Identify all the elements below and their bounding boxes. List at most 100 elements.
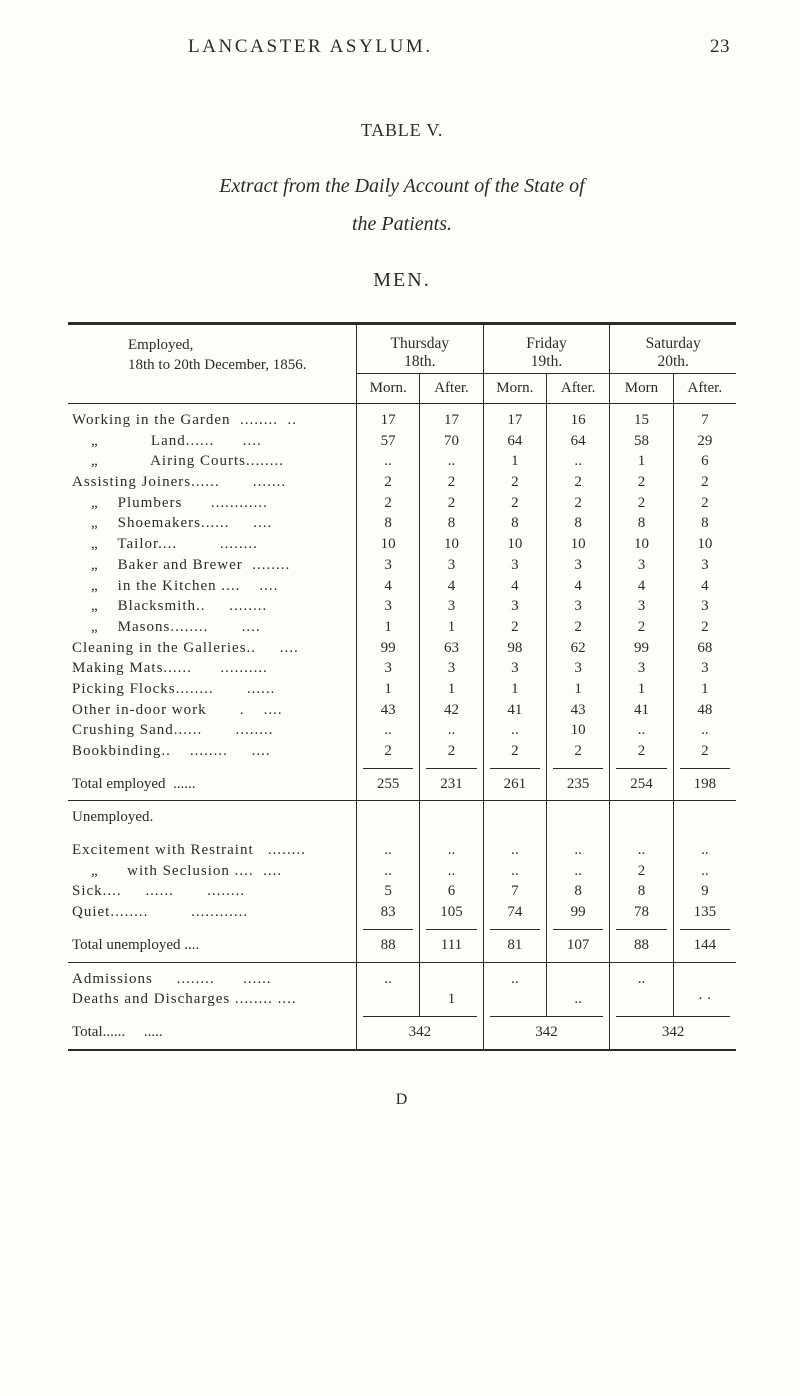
row-label: „ Blacksmith.. ........ xyxy=(68,596,357,617)
cell: .. xyxy=(357,834,420,861)
row-label: Working in the Garden ........ .. xyxy=(68,404,357,431)
table-row: Cleaning in the Galleries.. ....99639862… xyxy=(68,638,736,659)
cell: 10 xyxy=(357,534,420,555)
table-head: Employed, 18th to 20th December, 1856. T… xyxy=(68,325,736,404)
cell: 3 xyxy=(610,555,673,576)
cell: 15 xyxy=(610,404,673,431)
cell xyxy=(357,989,420,1016)
cell: 2 xyxy=(673,493,736,514)
row-label: Cleaning in the Galleries.. .... xyxy=(68,638,357,659)
cell: 3 xyxy=(673,596,736,617)
cell: 2 xyxy=(610,617,673,638)
cell: 1 xyxy=(673,679,736,700)
cell: 8 xyxy=(610,513,673,534)
cell: 2 xyxy=(546,741,609,768)
table-row: Excitement with Restraint ..............… xyxy=(68,834,736,861)
day-col-saturday: Saturday 20th. xyxy=(610,325,736,374)
subcol: After. xyxy=(673,374,736,404)
table-row: Sick.... ...... ........567889 xyxy=(68,881,736,902)
cell xyxy=(610,989,673,1016)
cell: .. xyxy=(546,451,609,472)
grand-total-row: Total...... ..... 342 342 342 xyxy=(68,1016,736,1049)
subcol: After. xyxy=(420,374,483,404)
cell: .. xyxy=(420,720,483,741)
cell: .. xyxy=(673,861,736,882)
table-row: „ Masons........ ....112222 xyxy=(68,617,736,638)
cell: 3 xyxy=(420,658,483,679)
subcol: Morn xyxy=(610,374,673,404)
cell: 3 xyxy=(546,555,609,576)
cell: · · xyxy=(673,989,736,1016)
cell: 4 xyxy=(483,576,546,597)
table-row: Bookbinding.. ........ ....222222 xyxy=(68,741,736,768)
cell: 1 xyxy=(357,679,420,700)
cell: .. xyxy=(357,720,420,741)
cell: 4 xyxy=(673,576,736,597)
cell: 3 xyxy=(546,658,609,679)
total-employed-row: Total employed ...... 255 231 261 235 25… xyxy=(68,768,736,801)
cell: 41 xyxy=(483,700,546,721)
cell: 3 xyxy=(420,555,483,576)
row-label: Excitement with Restraint ........ xyxy=(68,834,357,861)
extract-line-1: Extract from the Daily Account of the St… xyxy=(219,175,584,197)
row-label: „ Shoemakers...... .... xyxy=(68,513,357,534)
row-label: Sick.... ...... ........ xyxy=(68,881,357,902)
row-label: „ Land...... .... xyxy=(68,431,357,452)
table-row: Deaths and Discharges ........ ....1..· … xyxy=(68,989,736,1016)
cell: 3 xyxy=(357,555,420,576)
cell: 58 xyxy=(610,431,673,452)
cell: .. xyxy=(673,720,736,741)
day-col-friday: Friday 19th. xyxy=(483,325,610,374)
cell: 1 xyxy=(546,679,609,700)
cell: .. xyxy=(420,834,483,861)
cell: 2 xyxy=(483,741,546,768)
cell: 64 xyxy=(546,431,609,452)
cell: 8 xyxy=(420,513,483,534)
cell: 4 xyxy=(546,576,609,597)
cell: 42 xyxy=(420,700,483,721)
total-unemployed-row: Total unemployed .... 88 111 81 107 88 1… xyxy=(68,929,736,962)
cell: 1 xyxy=(420,989,483,1016)
cell: .. xyxy=(673,834,736,861)
table-row: „ Land...... ....577064645829 xyxy=(68,431,736,452)
total-unemployed-label: Total unemployed .... xyxy=(68,929,357,962)
cell xyxy=(483,989,546,1016)
extract-line-2: the Patients. xyxy=(352,213,452,235)
unemployed-section: Excitement with Restraint ..............… xyxy=(68,834,736,929)
cell: .. xyxy=(610,963,673,990)
cell: 99 xyxy=(610,638,673,659)
cell: 8 xyxy=(673,513,736,534)
cell: 2 xyxy=(610,741,673,768)
admissions-section: Admissions ........ ............Deaths a… xyxy=(68,963,736,1016)
cell: 1 xyxy=(610,451,673,472)
table-row: „ Blacksmith.. ........333333 xyxy=(68,596,736,617)
cell: 105 xyxy=(420,902,483,929)
row-label: Picking Flocks........ ...... xyxy=(68,679,357,700)
cell: .. xyxy=(357,963,420,990)
cell: 2 xyxy=(357,493,420,514)
cell: 1 xyxy=(610,679,673,700)
cell: 8 xyxy=(610,881,673,902)
cell: 62 xyxy=(546,638,609,659)
table-row: „ Tailor.... ........101010101010 xyxy=(68,534,736,555)
total-employed-label: Total employed ...... xyxy=(68,768,357,801)
subcol: Morn. xyxy=(357,374,420,404)
cell: 83 xyxy=(357,902,420,929)
cell: 10 xyxy=(610,534,673,555)
extract-title: Extract from the Daily Account of the St… xyxy=(68,167,736,243)
cell: 57 xyxy=(357,431,420,452)
cell: 2 xyxy=(546,617,609,638)
cell: 4 xyxy=(420,576,483,597)
cell: 6 xyxy=(420,881,483,902)
cell: 8 xyxy=(546,513,609,534)
cell: 1 xyxy=(420,617,483,638)
cell: 2 xyxy=(546,493,609,514)
row-label: Crushing Sand...... ........ xyxy=(68,720,357,741)
table-row: „ Shoemakers...... ....888888 xyxy=(68,513,736,534)
cell: 3 xyxy=(673,555,736,576)
cell: 17 xyxy=(483,404,546,431)
cell: 3 xyxy=(546,596,609,617)
row-label: „ in the Kitchen .... .... xyxy=(68,576,357,597)
cell: 64 xyxy=(483,431,546,452)
cell: .. xyxy=(483,963,546,990)
